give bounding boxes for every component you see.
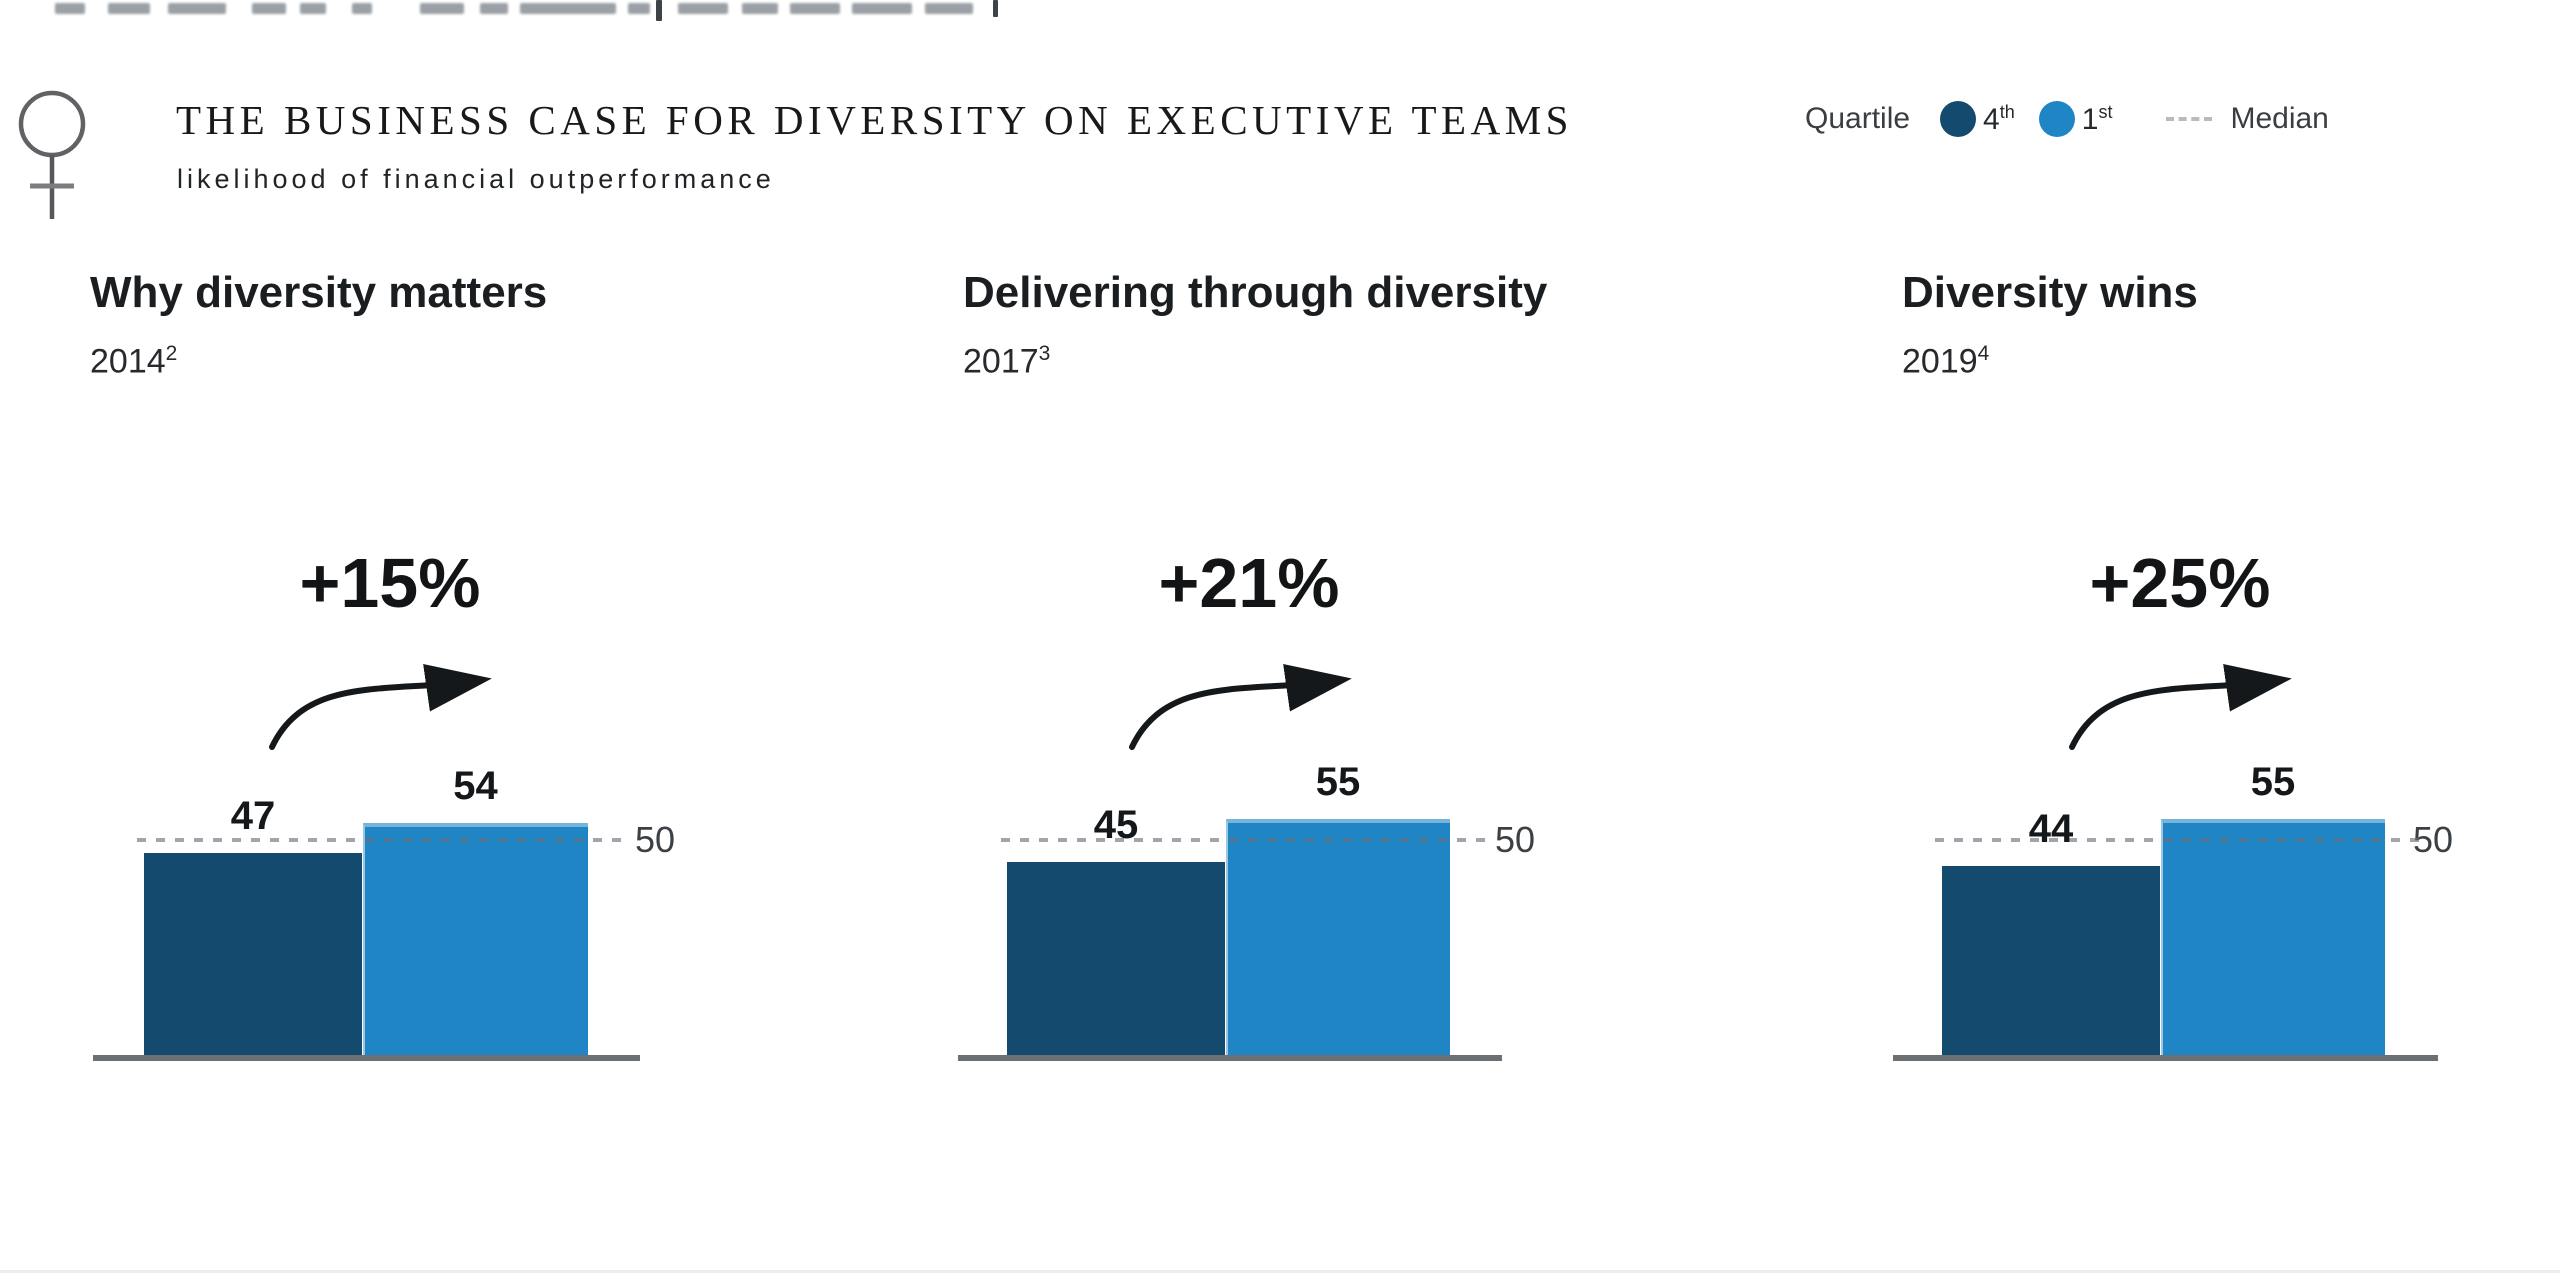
delta-label-3: +25%	[2089, 544, 2271, 622]
median-line	[1935, 838, 2421, 842]
legend-4th-label: 4th	[1983, 101, 2015, 136]
panel-title-2: Delivering through diversity	[963, 268, 1548, 317]
cropped-glyph-blob	[352, 3, 372, 14]
cropped-text-artifact	[0, 0, 1100, 22]
panel-year-1: 20142	[90, 342, 178, 381]
legend: Quartile 4th 1st Median	[1805, 96, 2329, 142]
cropped-glyph-stroke	[993, 0, 998, 17]
cropped-glyph-blob	[55, 3, 85, 14]
panel-year-3: 20194	[1902, 342, 1990, 381]
page-title: THE BUSINESS CASE FOR DIVERSITY ON EXECU…	[176, 97, 1573, 143]
cropped-glyph-stroke	[656, 0, 662, 21]
median-line	[1001, 838, 1485, 842]
cropped-glyph-blob	[925, 3, 973, 14]
female-gender-icon	[18, 90, 86, 219]
value-label-4th: 47	[230, 793, 276, 838]
cropped-glyph-blob	[420, 3, 464, 14]
median-value-label: 50	[1494, 819, 1536, 860]
increase-arrow-icon	[2069, 664, 2292, 750]
chart-2014: 47 54	[93, 635, 640, 1055]
value-label-1st: 55	[2250, 759, 2296, 804]
median-line	[137, 838, 623, 842]
axis-baseline	[93, 1055, 640, 1061]
delta-label-2: +21%	[1158, 544, 1340, 622]
value-label-4th: 45	[1093, 802, 1139, 847]
panel-year-2: 20173	[963, 342, 1051, 381]
bar-1st-quartile	[363, 822, 588, 1055]
panel-title-1: Why diversity matters	[90, 268, 548, 317]
chart-2019: 44 55	[1893, 635, 2438, 1055]
page-subtitle: likelihood of financial outperformance	[177, 164, 775, 194]
bar-4th-quartile	[144, 852, 362, 1055]
cropped-glyph-blob	[628, 3, 650, 14]
cropped-glyph-blob	[480, 3, 508, 14]
increase-arrow-icon	[1129, 664, 1352, 750]
cropped-glyph-blob	[678, 3, 728, 14]
legend-1st-label: 1st	[2081, 101, 2113, 136]
axis-baseline	[958, 1055, 1502, 1061]
bar-1st-quartile	[1226, 818, 1450, 1055]
legend-quartile-label: Quartile	[1805, 102, 1911, 135]
bar-4th-quartile	[1942, 865, 2160, 1055]
quartile-4-dot-icon	[1940, 101, 1977, 137]
cropped-glyph-blob	[108, 3, 150, 14]
axis-baseline	[1893, 1055, 2438, 1061]
cropped-glyph-blob	[852, 3, 912, 14]
value-label-4th: 44	[2028, 806, 2074, 851]
median-value-label: 50	[634, 819, 676, 860]
value-label-1st: 55	[1315, 759, 1361, 804]
quartile-1-dot-icon	[2038, 101, 2075, 137]
cropped-glyph-blob	[168, 3, 226, 14]
chart-2017: 45 55	[958, 635, 1502, 1055]
bar-1st-quartile	[2161, 818, 2385, 1055]
cropped-glyph-blob	[742, 3, 778, 14]
median-dash-icon	[2166, 117, 2213, 121]
panel-title-3: Diversity wins	[1902, 268, 2198, 317]
increase-arrow-icon	[269, 664, 492, 750]
legend-median-label: Median	[2230, 102, 2329, 135]
cropped-glyph-blob	[300, 3, 326, 14]
window-bottom-border	[0, 1270, 2560, 1273]
value-label-1st: 54	[453, 763, 498, 808]
cropped-glyph-blob	[520, 3, 616, 14]
delta-label-1: +15%	[299, 544, 481, 622]
bar-4th-quartile	[1007, 861, 1225, 1055]
cropped-glyph-blob	[252, 3, 286, 14]
cropped-glyph-blob	[790, 3, 840, 14]
